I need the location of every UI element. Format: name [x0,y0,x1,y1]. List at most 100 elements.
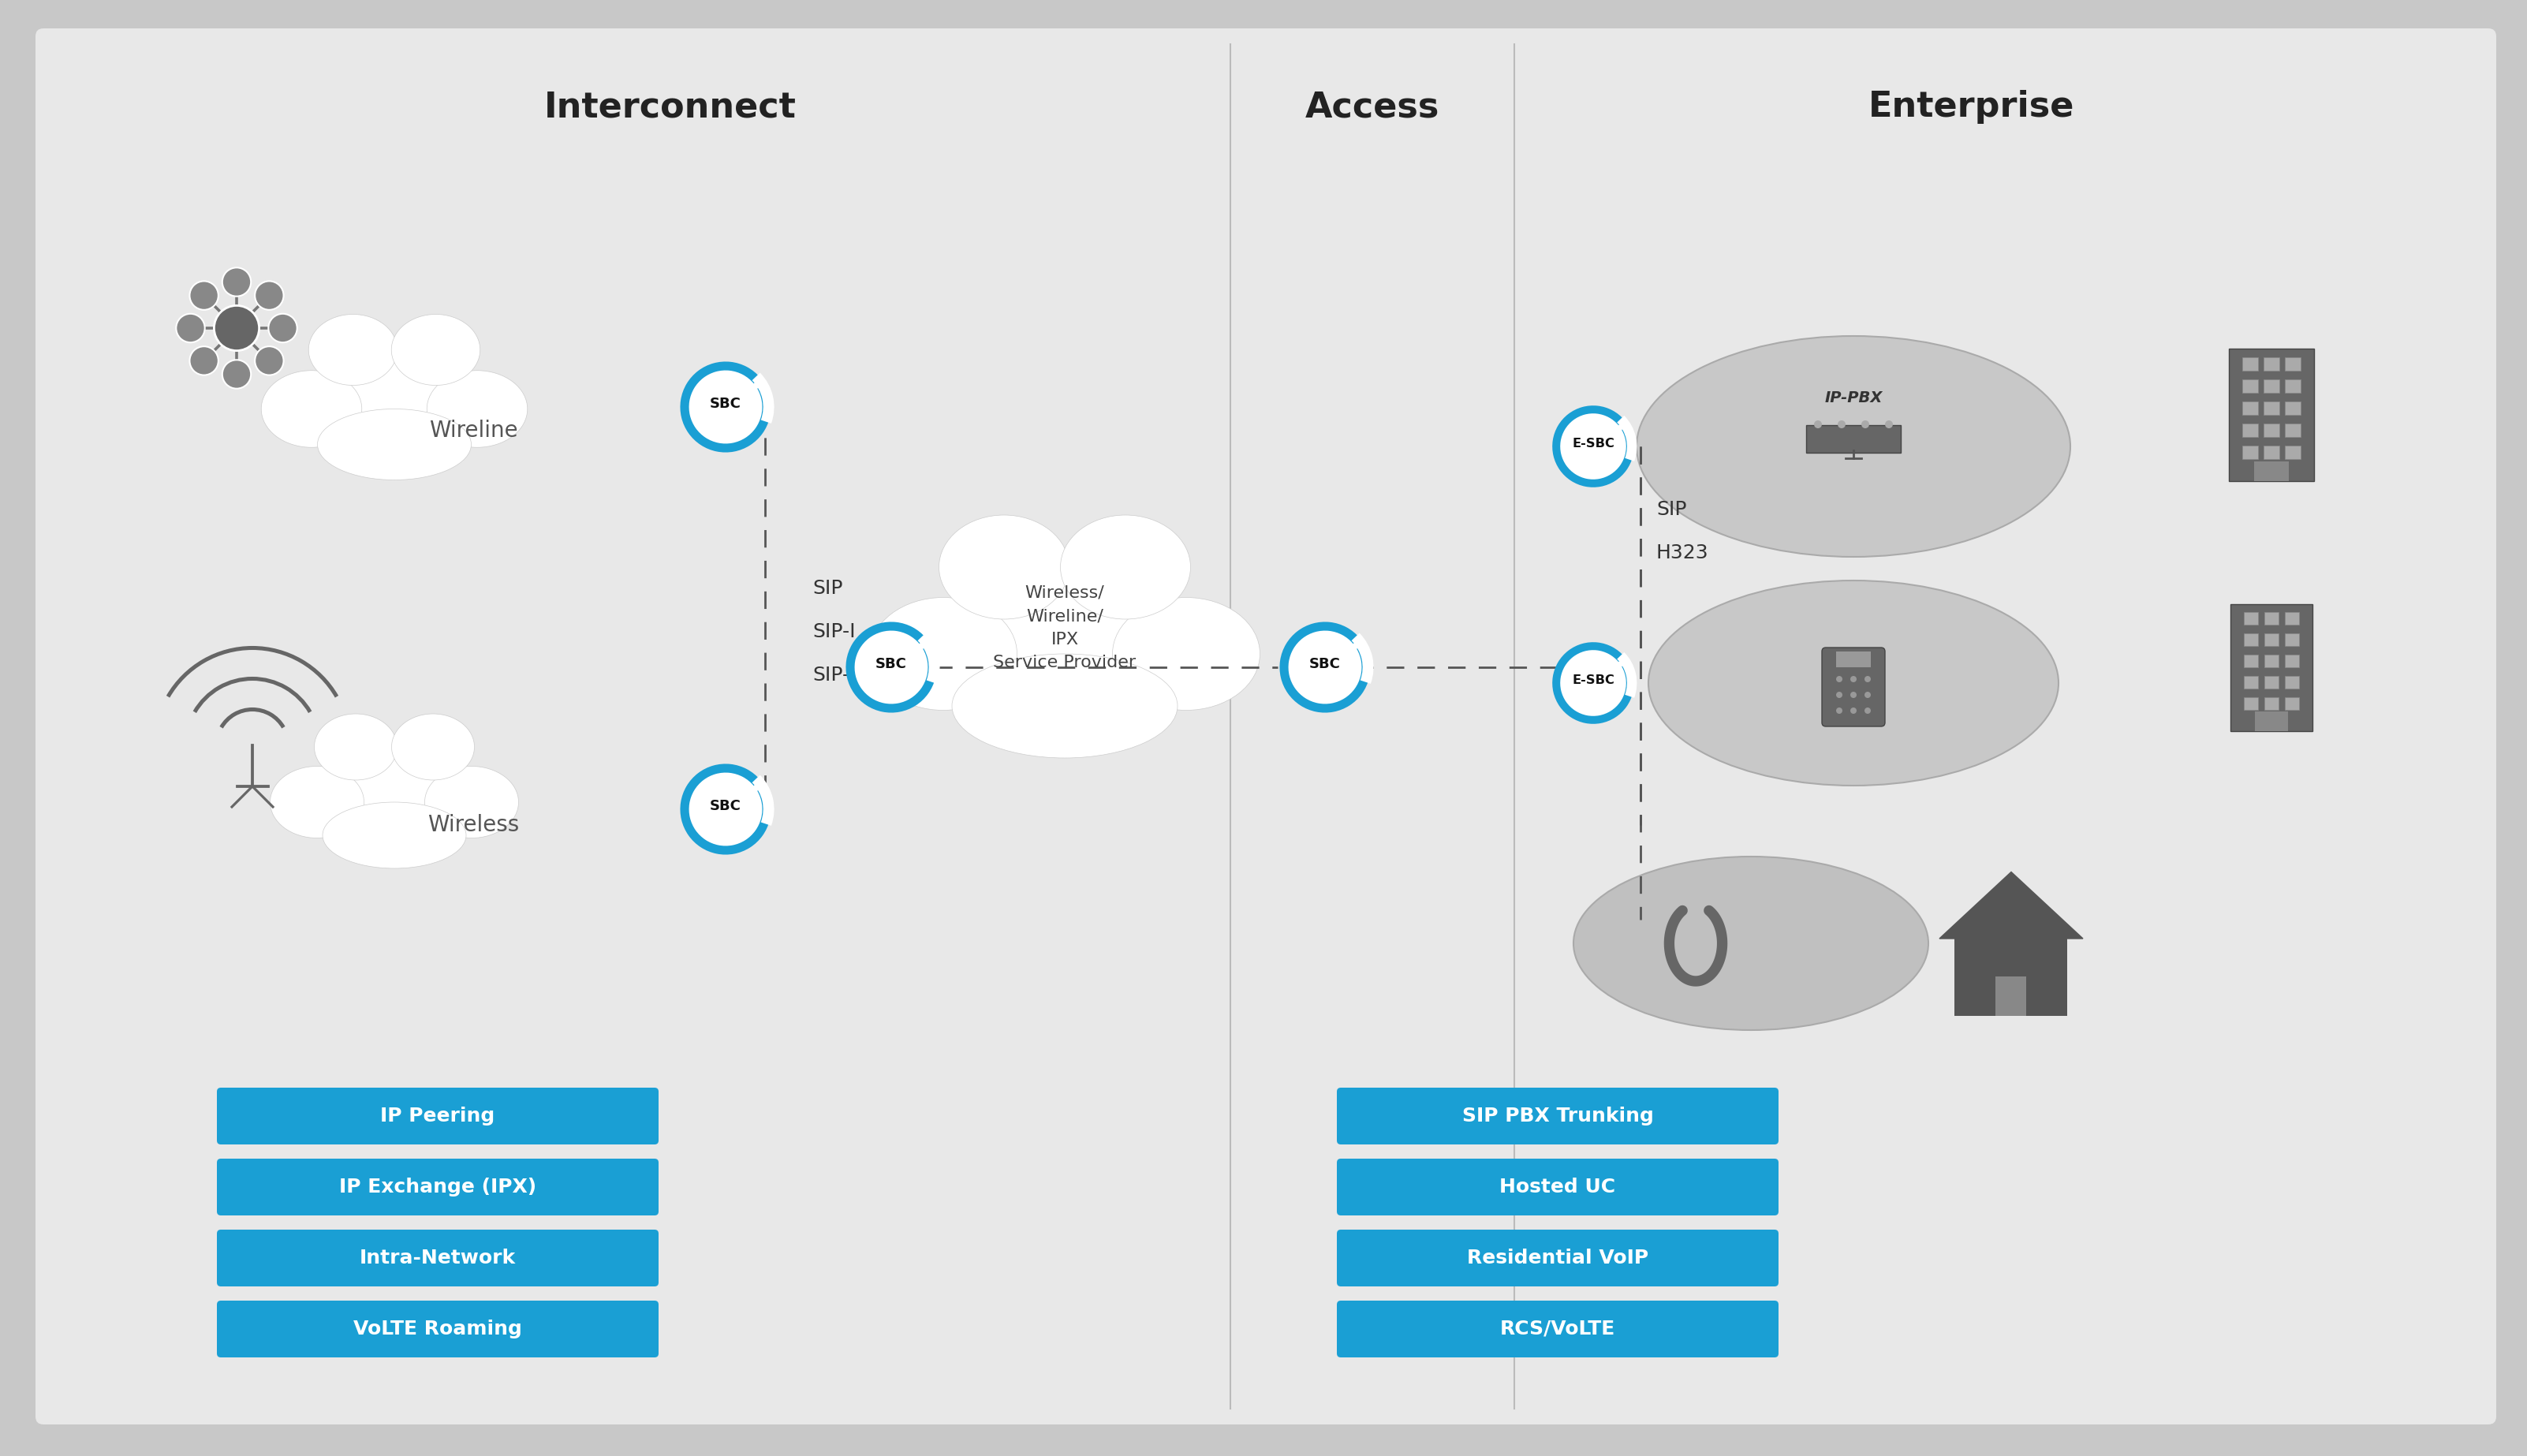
Circle shape [255,281,283,310]
Ellipse shape [260,370,361,447]
Circle shape [1865,692,1870,697]
FancyBboxPatch shape [2254,712,2287,731]
Ellipse shape [308,314,397,386]
FancyBboxPatch shape [2264,676,2279,689]
Circle shape [1837,676,1842,683]
FancyBboxPatch shape [2284,655,2300,667]
Circle shape [190,281,217,310]
Circle shape [1557,409,1630,483]
FancyBboxPatch shape [2264,358,2279,371]
Text: Intra-Network: Intra-Network [359,1249,516,1268]
FancyBboxPatch shape [2264,633,2279,646]
Ellipse shape [1112,597,1261,711]
Ellipse shape [270,766,364,839]
Ellipse shape [392,713,475,780]
FancyBboxPatch shape [2241,380,2257,393]
Text: IP Exchange (IPX): IP Exchange (IPX) [339,1178,536,1197]
Ellipse shape [334,741,455,830]
Text: Access: Access [1304,90,1440,124]
Circle shape [215,306,260,351]
Ellipse shape [425,766,518,839]
Circle shape [1837,692,1842,697]
Ellipse shape [869,597,1016,711]
Text: Wireline: Wireline [430,419,518,441]
Text: Wireless/
Wireline/
IPX
Service Provider: Wireless/ Wireline/ IPX Service Provider [993,585,1137,671]
FancyBboxPatch shape [2244,676,2259,689]
FancyBboxPatch shape [2244,633,2259,646]
Circle shape [1557,646,1630,719]
Circle shape [1814,421,1822,428]
Circle shape [255,347,283,376]
Ellipse shape [1574,856,1928,1029]
Ellipse shape [1648,581,2060,786]
FancyBboxPatch shape [2241,424,2257,437]
Text: Interconnect: Interconnect [543,90,796,124]
FancyBboxPatch shape [1337,1088,1779,1144]
Text: SBC: SBC [710,799,740,814]
FancyBboxPatch shape [2244,612,2259,625]
Text: H323: H323 [1655,543,1708,562]
FancyBboxPatch shape [2264,697,2279,709]
FancyBboxPatch shape [2244,655,2259,667]
FancyBboxPatch shape [2284,446,2300,459]
FancyBboxPatch shape [2284,380,2300,393]
FancyBboxPatch shape [2284,612,2300,625]
Text: SIP PBX Trunking: SIP PBX Trunking [1463,1107,1653,1125]
FancyBboxPatch shape [217,1230,660,1287]
Circle shape [1850,708,1857,713]
FancyBboxPatch shape [2284,633,2300,646]
Ellipse shape [323,802,465,868]
FancyBboxPatch shape [2264,446,2279,459]
Circle shape [685,769,766,850]
FancyBboxPatch shape [2264,424,2279,437]
FancyBboxPatch shape [2264,612,2279,625]
Text: Wireless: Wireless [427,814,518,836]
FancyBboxPatch shape [2264,380,2279,393]
Circle shape [1865,676,1870,683]
FancyBboxPatch shape [2284,358,2300,371]
FancyBboxPatch shape [1337,1230,1779,1287]
FancyBboxPatch shape [217,1300,660,1357]
Polygon shape [1938,872,2082,939]
Circle shape [222,268,250,297]
Text: SIP: SIP [1655,499,1686,518]
Circle shape [1850,692,1857,697]
FancyBboxPatch shape [2284,676,2300,689]
FancyBboxPatch shape [1956,936,2067,1015]
FancyBboxPatch shape [2264,402,2279,415]
FancyBboxPatch shape [2241,446,2257,459]
Text: IP-PBX: IP-PBX [1824,390,1883,405]
Circle shape [222,360,250,389]
FancyBboxPatch shape [1807,425,1900,453]
Ellipse shape [318,409,470,480]
FancyBboxPatch shape [1996,977,2027,1015]
Text: E-SBC: E-SBC [1572,674,1615,686]
FancyBboxPatch shape [2229,348,2315,480]
Circle shape [685,365,766,448]
FancyBboxPatch shape [2284,424,2300,437]
Ellipse shape [313,713,397,780]
Circle shape [268,313,298,342]
FancyBboxPatch shape [1337,1300,1779,1357]
FancyBboxPatch shape [2231,604,2312,731]
Text: SIP-T: SIP-T [811,665,859,684]
Circle shape [190,347,217,376]
Text: SBC: SBC [1309,657,1342,671]
Text: SBC: SBC [710,396,740,411]
Circle shape [1284,626,1367,708]
Text: SIP-I: SIP-I [811,622,857,641]
FancyBboxPatch shape [2254,462,2289,480]
FancyBboxPatch shape [1837,651,1870,667]
Circle shape [849,626,932,708]
Text: SBC: SBC [874,657,907,671]
FancyBboxPatch shape [2241,402,2257,415]
FancyBboxPatch shape [2264,655,2279,667]
Ellipse shape [970,559,1160,697]
Text: Hosted UC: Hosted UC [1499,1178,1615,1197]
Text: Residential VoIP: Residential VoIP [1468,1249,1648,1268]
Ellipse shape [427,370,528,447]
Text: RCS/VoLTE: RCS/VoLTE [1501,1319,1615,1338]
Circle shape [1850,676,1857,683]
FancyBboxPatch shape [217,1159,660,1216]
Text: SIP: SIP [811,579,841,598]
